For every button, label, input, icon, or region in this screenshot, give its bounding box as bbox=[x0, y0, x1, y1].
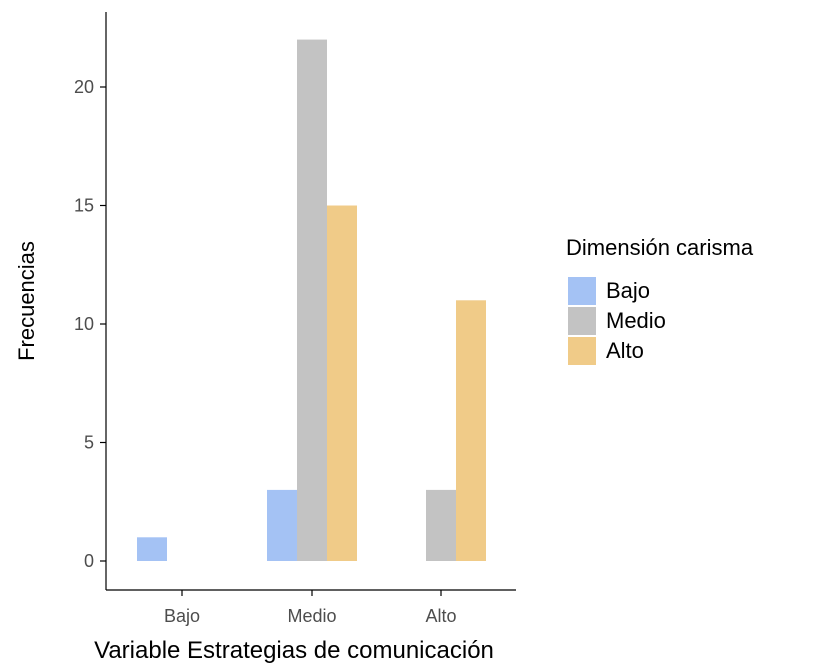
bar-medio-medio bbox=[297, 39, 327, 562]
bar-bajo-bajo bbox=[137, 537, 167, 561]
legend-label-medio: Medio bbox=[606, 308, 666, 333]
y-ticks: 0 5 10 15 20 bbox=[74, 77, 106, 571]
x-axis-label: Variable Estrategias de comunicación bbox=[94, 637, 494, 664]
x-tick-label: Alto bbox=[425, 606, 456, 626]
legend-key-alto bbox=[568, 337, 596, 365]
y-tick-label: 20 bbox=[74, 77, 94, 97]
y-tick-label: 5 bbox=[84, 433, 94, 453]
legend: Dimensión carisma Bajo Medio Alto bbox=[566, 235, 754, 365]
legend-key-medio bbox=[568, 307, 596, 335]
bars-group bbox=[137, 39, 486, 562]
bar-medio-alto bbox=[327, 205, 357, 561]
legend-title: Dimensión carisma bbox=[566, 235, 754, 260]
y-tick-label: 10 bbox=[74, 314, 94, 334]
legend-label-bajo: Bajo bbox=[606, 278, 650, 303]
bar-alto-alto bbox=[456, 300, 486, 561]
x-tick-label: Medio bbox=[287, 606, 336, 626]
x-ticks: Bajo Medio Alto bbox=[164, 590, 457, 626]
legend-label-alto: Alto bbox=[606, 338, 644, 363]
y-tick-label: 0 bbox=[84, 551, 94, 571]
x-tick-label: Bajo bbox=[164, 606, 200, 626]
legend-key-bajo bbox=[568, 277, 596, 305]
y-axis-label: Frecuencias bbox=[14, 241, 39, 361]
bar-medio-bajo bbox=[267, 489, 297, 561]
y-tick-label: 15 bbox=[74, 196, 94, 216]
bar-alto-medio bbox=[426, 489, 456, 561]
